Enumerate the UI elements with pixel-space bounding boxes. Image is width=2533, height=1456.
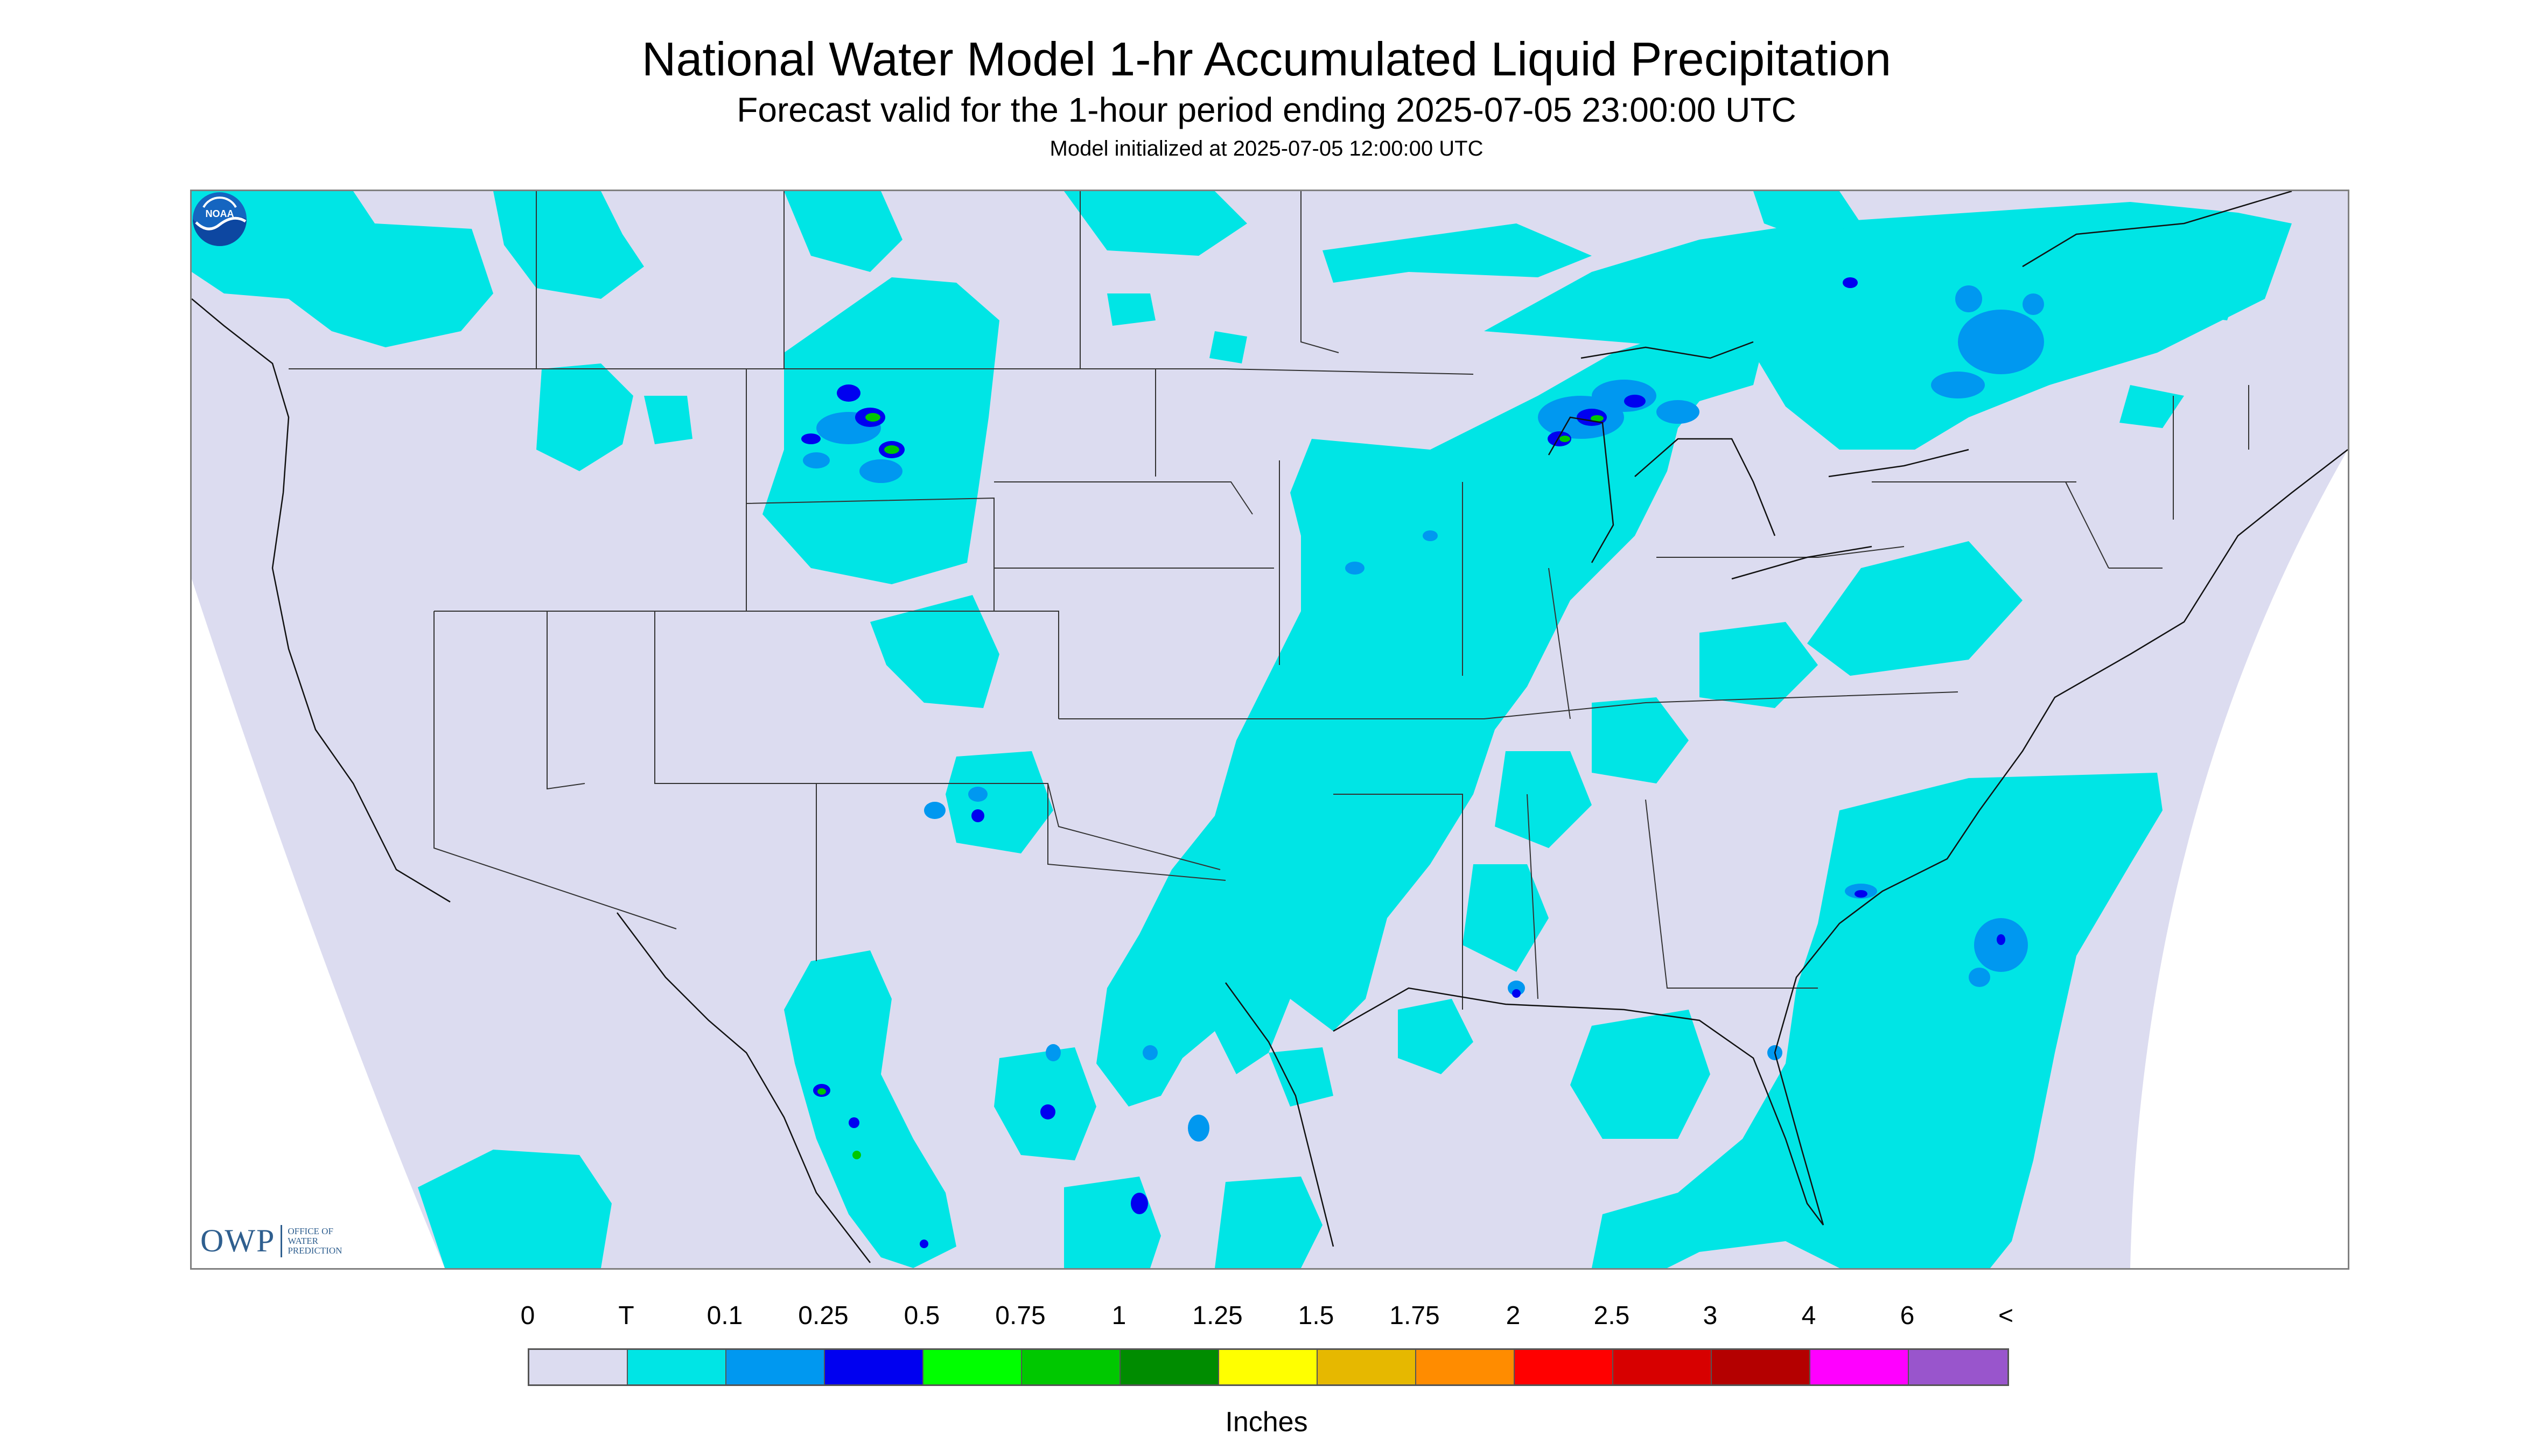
legend-swatch bbox=[1515, 1350, 1613, 1384]
legend-tick: < bbox=[1998, 1301, 2014, 1330]
legend-tick: 1.5 bbox=[1298, 1301, 1334, 1330]
legend-swatch bbox=[1810, 1350, 1909, 1384]
legend-swatch bbox=[1712, 1350, 1810, 1384]
legend-swatch bbox=[923, 1350, 1022, 1384]
owp-logo-divider bbox=[281, 1224, 283, 1257]
legend-swatch bbox=[1416, 1350, 1515, 1384]
svg-text:NOAA: NOAA bbox=[206, 208, 234, 219]
legend-tick: 4 bbox=[1801, 1301, 1816, 1330]
political-boundaries bbox=[289, 191, 2249, 1010]
legend-tick: 2.5 bbox=[1593, 1301, 1630, 1330]
legend-tick: 3 bbox=[1703, 1301, 1718, 1330]
legend-swatch bbox=[1219, 1350, 1318, 1384]
legend-swatch bbox=[1022, 1350, 1121, 1384]
legend-tick: T bbox=[618, 1301, 634, 1330]
legend-swatch bbox=[1318, 1350, 1416, 1384]
legend-swatch bbox=[529, 1350, 628, 1384]
legend-swatch bbox=[1121, 1350, 1219, 1384]
very-heavy-precip-areas bbox=[817, 413, 1604, 1159]
legend-swatch bbox=[1909, 1350, 2007, 1384]
legend-units-label: Inches bbox=[1225, 1406, 1308, 1438]
owp-logo-mark: OWP bbox=[200, 1223, 276, 1258]
legend-swatch bbox=[1613, 1350, 1712, 1384]
legend-tick: 2 bbox=[1506, 1301, 1521, 1330]
legend-tick: 6 bbox=[1900, 1301, 1915, 1330]
legend-swatch bbox=[825, 1350, 923, 1384]
legend-tick: 1 bbox=[1111, 1301, 1126, 1330]
legend-tick: 0.25 bbox=[798, 1301, 849, 1330]
noaa-logo: NOAA bbox=[193, 192, 247, 246]
coastlines bbox=[192, 191, 2348, 1263]
precipitation-map: OWP Office of Water Prediction NOAA bbox=[190, 190, 2349, 1270]
owp-logo-text: Office of Water Prediction bbox=[288, 1226, 342, 1256]
map-title: National Water Model 1-hr Accumulated Li… bbox=[641, 32, 1892, 86]
legend-tick: 1.75 bbox=[1389, 1301, 1440, 1330]
legend-tick-labels: 0 T 0.1 0.25 0.5 0.75 1 1.25 1.5 1.75 2 … bbox=[0, 1300, 2533, 1338]
valid-time-subtitle: Forecast valid for the 1-hour period end… bbox=[737, 90, 1796, 129]
legend-swatch bbox=[628, 1350, 726, 1384]
init-time-label: Model initialized at 2025-07-05 12:00:00… bbox=[1049, 137, 1484, 160]
color-legend bbox=[528, 1348, 2009, 1386]
trace-precip-areas bbox=[192, 191, 2292, 1268]
legend-tick: 0.5 bbox=[904, 1301, 940, 1330]
map-canvas bbox=[192, 191, 2348, 1268]
legend-swatch bbox=[726, 1350, 825, 1384]
legend-tick: 0.75 bbox=[995, 1301, 1046, 1330]
owp-logo: OWP Office of Water Prediction bbox=[200, 1222, 342, 1259]
legend-tick: 0 bbox=[520, 1301, 535, 1330]
legend-tick: 1.25 bbox=[1192, 1301, 1243, 1330]
legend-tick: 0.1 bbox=[706, 1301, 743, 1330]
